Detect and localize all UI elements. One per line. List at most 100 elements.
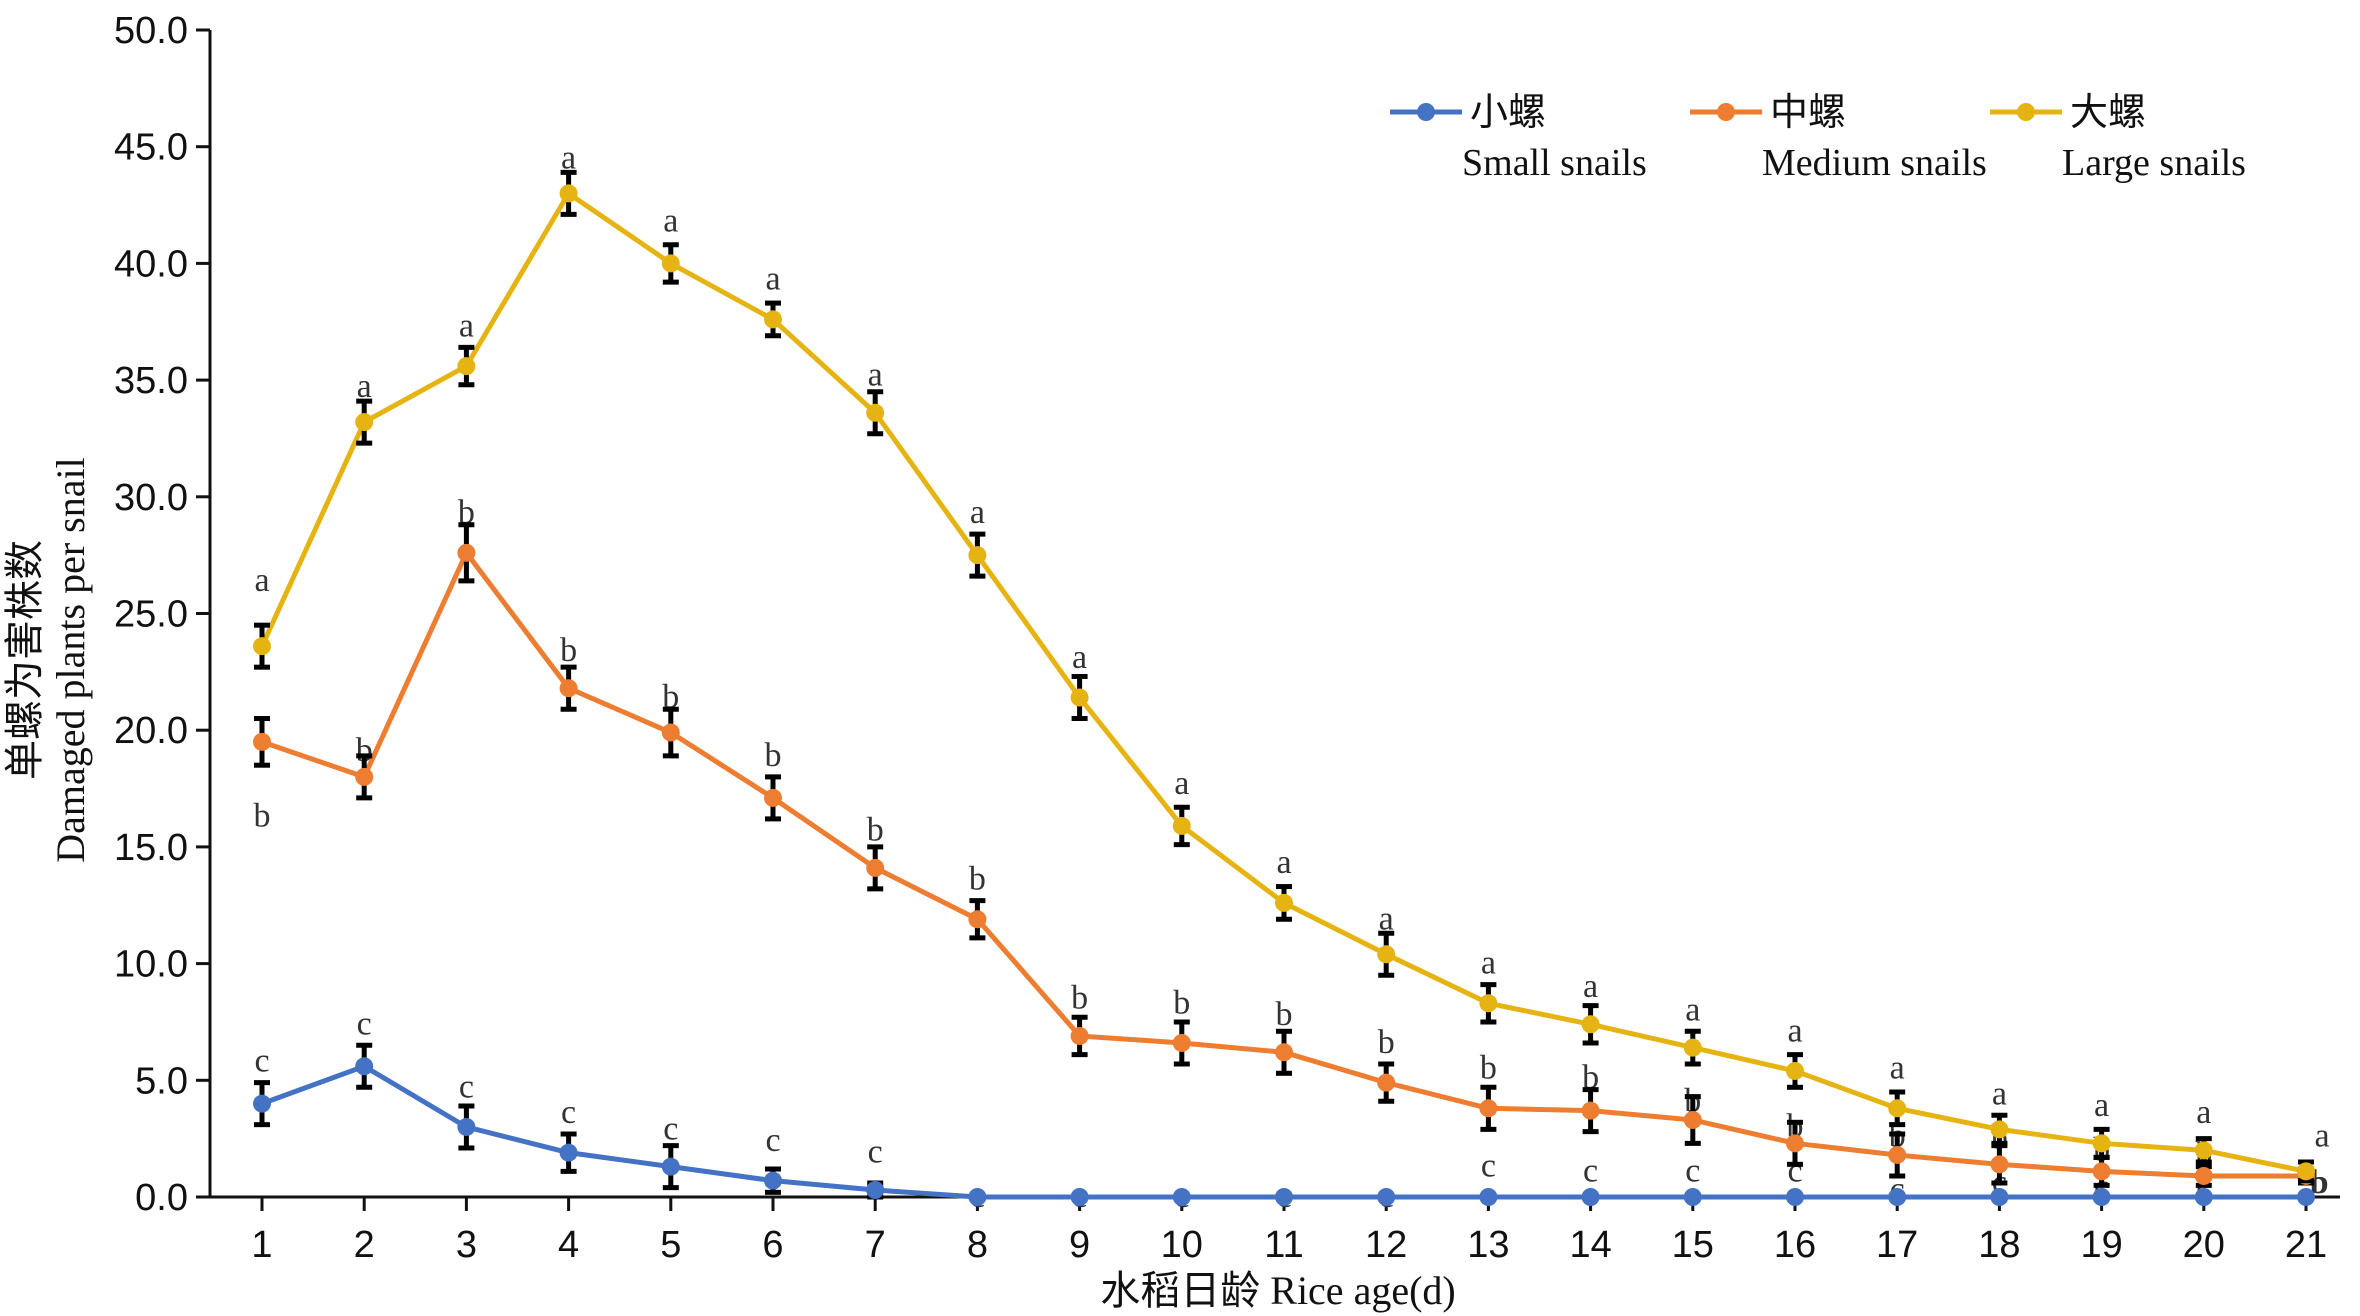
data-point — [1581, 1015, 1600, 1034]
significance-letter: a — [459, 307, 474, 344]
y-tick-label: 50.0 — [114, 10, 188, 52]
y-tick-label: 10.0 — [114, 944, 188, 986]
data-point — [764, 310, 782, 329]
data-point — [1275, 893, 1293, 912]
significance-letter: a — [1583, 968, 1598, 1005]
x-tick-label: 13 — [1467, 1224, 1509, 1266]
data-point — [2092, 1134, 2111, 1153]
data-point — [1683, 1038, 1702, 1057]
x-tick-label: 5 — [660, 1224, 681, 1266]
significance-letter: c — [1787, 1152, 1802, 1189]
significance-letter: c — [459, 1068, 474, 1105]
data-point — [2194, 1188, 2213, 1206]
data-point — [1172, 816, 1191, 835]
data-point — [866, 858, 885, 877]
data-point — [559, 679, 578, 698]
data-point — [1070, 1188, 1089, 1206]
significance-letter: a — [663, 202, 678, 239]
x-tick-label: 18 — [1978, 1224, 2020, 1266]
data-point — [866, 1180, 885, 1199]
significance-letter: b — [1173, 984, 1190, 1021]
significance-letter: c — [254, 1043, 269, 1080]
legend-label-cn: 中螺 — [1770, 92, 1846, 134]
data-point — [764, 1171, 782, 1190]
data-point — [661, 1157, 680, 1176]
data-point — [1275, 1043, 1293, 1062]
significance-letter: a — [1072, 639, 1087, 676]
data-point — [1786, 1061, 1804, 1080]
data-point — [355, 413, 374, 432]
significance-letter: a — [1379, 900, 1394, 937]
series-1 — [253, 1042, 2315, 1206]
series-group — [253, 169, 2315, 1206]
x-tick-label: 11 — [1264, 1224, 1303, 1266]
data-point — [1172, 1188, 1191, 1206]
significance-letter: b — [662, 679, 679, 716]
significance-letter: a — [2196, 1094, 2211, 1131]
significance-letter: b — [1276, 996, 1293, 1033]
y-tick-label: 0.0 — [135, 1177, 188, 1219]
x-tick-label: 3 — [456, 1224, 477, 1266]
data-point — [968, 1188, 987, 1206]
significance-letter: c — [357, 1005, 372, 1042]
legend-label-cn: 大螺 — [2070, 92, 2146, 134]
data-point — [1990, 1155, 2009, 1174]
significance-letter: a — [1992, 1075, 2007, 1112]
significance-letter: c — [1685, 1152, 1700, 1189]
data-point — [1581, 1188, 1600, 1206]
x-tick-label: 16 — [1774, 1224, 1816, 1266]
legend-swatch-marker — [2017, 103, 2035, 121]
y-tick-label: 25.0 — [114, 594, 188, 636]
data-point — [2297, 1188, 2315, 1206]
significance-letter: a — [254, 562, 269, 599]
data-point — [1479, 1099, 1498, 1118]
legend: 小螺 Small snails 中螺 Medium snails 大螺 Large sna… — [1390, 92, 2246, 184]
x-tick-label: 20 — [2183, 1224, 2225, 1266]
significance-letter: b — [2312, 1164, 2329, 1201]
data-point — [661, 723, 680, 742]
y-tick-label: 15.0 — [114, 827, 188, 869]
legend-item-2: 中螺 Medium snails — [1690, 92, 1987, 184]
significance-letter: a — [1174, 765, 1189, 802]
significance-letter: b — [1071, 980, 1088, 1017]
data-point — [2194, 1141, 2213, 1160]
legend-item-1: 小螺 Small snails — [1390, 92, 1647, 184]
data-point — [2092, 1188, 2111, 1206]
data-point — [1377, 1073, 1396, 1092]
data-point — [1377, 1188, 1396, 1206]
significance-letter: a — [765, 261, 780, 298]
data-point — [866, 403, 885, 422]
data-point — [457, 357, 476, 376]
data-point — [661, 254, 680, 273]
significance-letter: c — [868, 1134, 883, 1171]
significance-letter: c — [663, 1110, 678, 1147]
legend-item-3: 大螺 Large snails — [1990, 92, 2246, 184]
legend-swatch-marker — [1717, 103, 1735, 121]
data-point — [1581, 1101, 1600, 1120]
significance-letter: a — [1276, 844, 1291, 881]
data-point — [1172, 1033, 1191, 1052]
data-point — [968, 546, 987, 565]
significance-letter: a — [561, 139, 576, 176]
data-point — [1888, 1145, 1907, 1164]
x-tick-label: 21 — [2285, 1224, 2327, 1266]
significance-letter: a — [1481, 945, 1496, 982]
x-tick-label: 2 — [354, 1224, 375, 1266]
data-point — [1479, 994, 1498, 1013]
x-tick-label: 12 — [1365, 1224, 1407, 1266]
data-point — [253, 1094, 271, 1113]
data-point — [1479, 1188, 1498, 1206]
x-tick-label: 7 — [865, 1224, 886, 1266]
significance-letter: b — [254, 798, 271, 835]
x-tick-label: 17 — [1876, 1224, 1918, 1266]
y-axis-title-en: Damaged plants per snail — [48, 457, 93, 862]
y-tick-label: 30.0 — [114, 477, 188, 519]
x-tick-label: 19 — [2080, 1224, 2122, 1266]
data-point — [1377, 945, 1396, 964]
data-point — [1683, 1110, 1702, 1129]
significance-letter: b — [867, 812, 884, 849]
significance-letter: a — [2314, 1117, 2329, 1154]
significance-letter: a — [357, 368, 372, 405]
